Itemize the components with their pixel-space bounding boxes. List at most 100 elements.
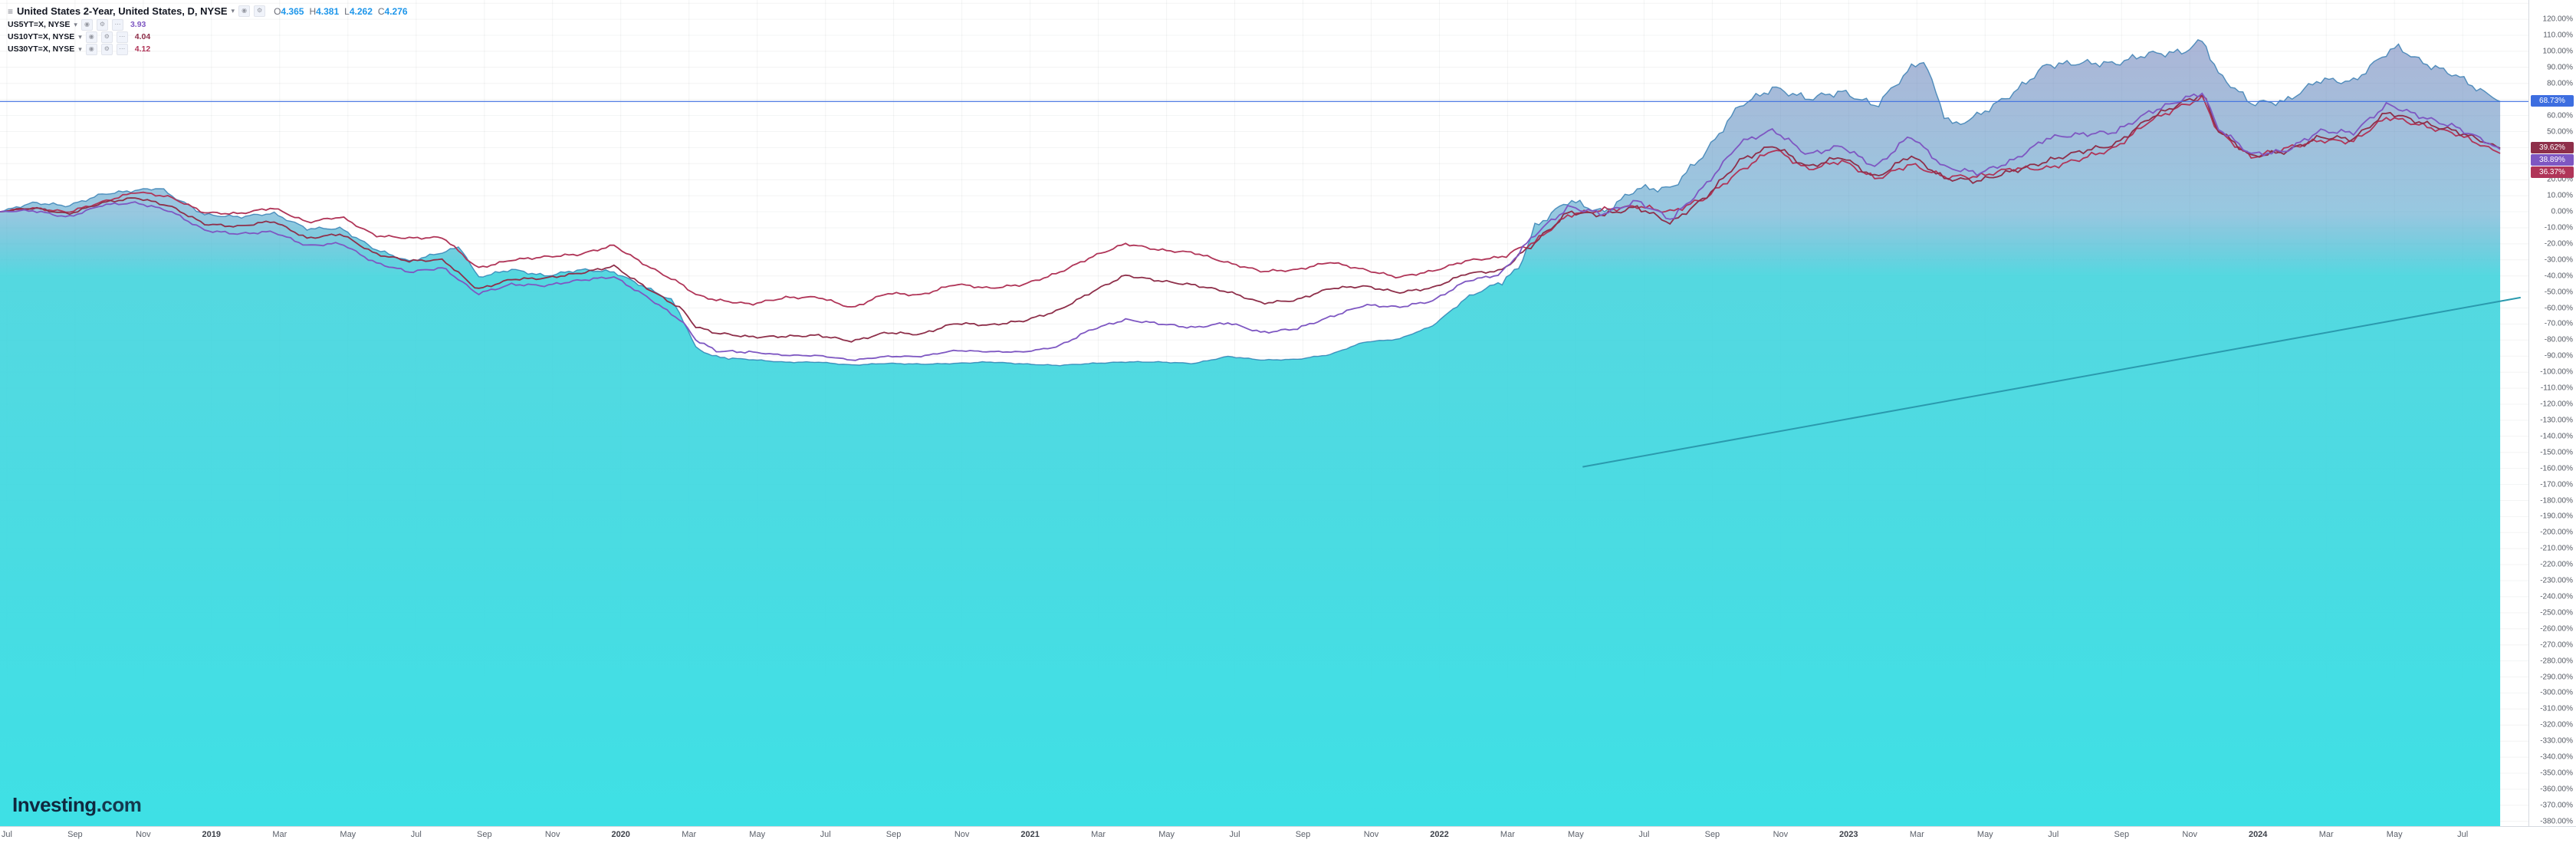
price-axis-label: -100.00%	[2540, 367, 2573, 377]
price-axis-label: -160.00%	[2540, 464, 2573, 473]
time-axis-label: Nov	[136, 830, 151, 839]
time-axis-label: Mar	[1909, 830, 1924, 839]
price-axis-label: -50.00%	[2544, 288, 2573, 297]
chart-canvas[interactable]	[0, 0, 2528, 826]
time-axis-label: Jul	[410, 830, 422, 839]
settings-icon[interactable]: ⚙	[100, 31, 113, 43]
price-axis-label: -230.00%	[2540, 576, 2573, 585]
time-axis[interactable]: Jul Sep Nov 2019 Mar May Jul Sep Nov 2020 Mar May Ju…	[0, 826, 2576, 843]
time-axis-label: 2023	[1839, 830, 1858, 839]
price-axis-label: -40.00%	[2544, 272, 2573, 281]
price-axis-label: -280.00%	[2540, 657, 2573, 666]
price-axis-label: 20.00%	[2547, 175, 2573, 184]
price-axis-label: -340.00%	[2540, 752, 2573, 762]
time-axis-label: Jul	[2457, 830, 2469, 839]
series-US10YT-line	[0, 94, 2501, 343]
eye-icon[interactable]: ◉	[80, 18, 93, 31]
price-axis-label: -110.00%	[2540, 384, 2573, 393]
logo-brand: Investing	[12, 793, 97, 816]
price-axis[interactable]: 120.00%110.00%100.00%90.00%80.00%70.00%6…	[2528, 0, 2576, 826]
price-axis-label: -250.00%	[2540, 608, 2573, 617]
time-axis-label: Mar	[1500, 830, 1515, 839]
price-axis-label: -240.00%	[2540, 592, 2573, 601]
eye-icon[interactable]: ◉	[85, 43, 97, 55]
price-axis-label: -120.00%	[2540, 400, 2573, 409]
series-US30YT-line	[0, 94, 2501, 308]
ohlc-item: L4.262	[344, 5, 373, 17]
price-axis-label: -150.00%	[2540, 448, 2573, 457]
eye-icon[interactable]: ◉	[85, 31, 97, 43]
more-icon[interactable]: ⋯	[111, 18, 123, 31]
price-axis-label: -90.00%	[2544, 351, 2573, 361]
more-icon[interactable]: ⋯	[116, 31, 128, 43]
price-axis-label: -260.00%	[2540, 624, 2573, 634]
legend-overlay-row[interactable]: US5YT=X, NYSE ▾ ◉ ⚙ ⋯ 3.93	[8, 18, 408, 31]
price-axis-label: -270.00%	[2540, 640, 2573, 650]
chevron-down-icon[interactable]: ▾	[78, 32, 82, 41]
time-axis-label: Sep	[2114, 830, 2130, 839]
time-axis-label: May	[340, 830, 356, 839]
chevron-down-icon[interactable]: ▾	[74, 20, 77, 28]
price-axis-label: 110.00%	[2543, 31, 2573, 40]
trendline[interactable]	[1582, 296, 2521, 468]
time-axis-label: Jul	[1, 830, 12, 839]
overlay-last-value: 4.12	[134, 44, 151, 54]
settings-icon[interactable]: ⚙	[100, 43, 113, 55]
price-axis-label: -200.00%	[2540, 528, 2573, 537]
chevron-down-icon[interactable]: ▾	[78, 44, 82, 53]
time-axis-label: Mar	[2318, 830, 2334, 839]
price-axis-label: -320.00%	[2540, 720, 2573, 729]
time-axis-label: Jul	[1229, 830, 1240, 839]
chevron-down-icon[interactable]: ▾	[231, 7, 235, 15]
time-axis-label: May	[2386, 830, 2403, 839]
price-axis-label: -310.00%	[2540, 704, 2573, 713]
overlay-last-value: 3.93	[130, 20, 146, 29]
series-US2Y-area	[0, 39, 2501, 826]
time-axis-label: Mar	[1091, 830, 1106, 839]
time-axis-label: Nov	[1363, 830, 1379, 839]
time-axis-label: Nov	[1773, 830, 1789, 839]
time-axis-label: May	[1976, 830, 1993, 839]
price-axis-label: -370.00%	[2540, 801, 2573, 810]
price-axis-label: -180.00%	[2540, 496, 2573, 505]
time-axis-label: Sep	[1704, 830, 1720, 839]
time-axis-label: 2024	[2248, 830, 2268, 839]
price-axis-label: 80.00%	[2547, 79, 2573, 88]
price-axis-label: -220.00%	[2540, 560, 2573, 569]
time-axis-label: Jul	[1638, 830, 1650, 839]
price-axis-label: 10.00%	[2547, 191, 2573, 200]
price-axis-label: -10.00%	[2544, 223, 2573, 232]
price-badge: 38.89%	[2531, 154, 2574, 166]
eye-icon[interactable]: ◉	[238, 5, 251, 17]
time-axis-label: Nov	[954, 830, 970, 839]
chart-svg	[0, 0, 2528, 826]
price-axis-label: -130.00%	[2540, 416, 2573, 425]
main-symbol-title: United States 2-Year, United States, D, …	[17, 5, 228, 17]
more-icon[interactable]: ⋯	[116, 43, 128, 55]
price-axis-label: 0.00%	[2551, 207, 2573, 216]
price-axis-label: -300.00%	[2540, 688, 2573, 697]
price-badge: 39.62%	[2531, 142, 2574, 154]
price-axis-label: -80.00%	[2544, 335, 2573, 344]
price-axis-label: 60.00%	[2547, 111, 2573, 120]
price-axis-label: 50.00%	[2547, 127, 2573, 136]
price-axis-label: -380.00%	[2540, 817, 2573, 826]
legend-overlays: US5YT=X, NYSE ▾ ◉ ⚙ ⋯ 3.93 US10YT=X, NYSE ▾ ◉ ⚙ ⋯ 4…	[8, 18, 408, 55]
time-axis-label: Jul	[2048, 830, 2059, 839]
ohlc-values: O4.365 H4.381 L4.262 C4.276	[274, 6, 408, 17]
price-badge: 68.73%	[2531, 95, 2574, 107]
price-axis-label: -190.00%	[2540, 512, 2573, 521]
legend-overlay-row[interactable]: US30YT=X, NYSE ▾ ◉ ⚙ ⋯ 4.12	[8, 43, 408, 55]
legend-main-row[interactable]: ≡ United States 2-Year, United States, D…	[8, 4, 408, 18]
settings-icon[interactable]: ⚙	[96, 18, 108, 31]
legend-overlay-row[interactable]: US10YT=X, NYSE ▾ ◉ ⚙ ⋯ 4.04	[8, 31, 408, 43]
price-axis-label: 100.00%	[2542, 47, 2573, 56]
time-axis-label: Sep	[886, 830, 902, 839]
price-badge: 36.37%	[2531, 166, 2574, 179]
price-axis-label: -330.00%	[2540, 736, 2573, 746]
settings-icon[interactable]: ⚙	[254, 5, 266, 17]
time-axis-label: Sep	[477, 830, 492, 839]
menu-icon[interactable]: ≡	[8, 5, 14, 17]
price-axis-label: -350.00%	[2540, 769, 2573, 778]
